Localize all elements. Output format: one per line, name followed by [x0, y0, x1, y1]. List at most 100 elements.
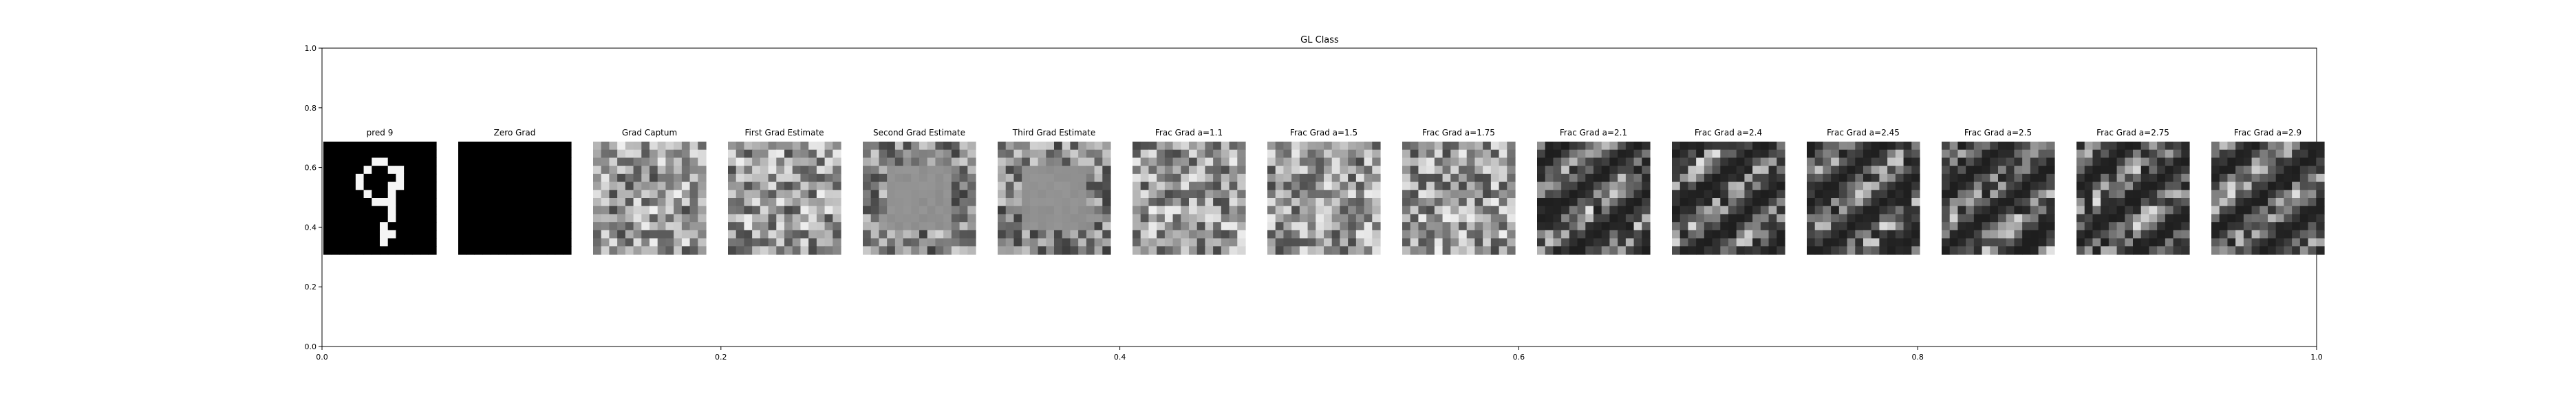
- heatmap-cell: [1348, 190, 1357, 199]
- heatmap-cell: [546, 149, 556, 159]
- heatmap-cell: [1102, 173, 1111, 183]
- heatmap-cell: [816, 142, 826, 151]
- heatmap-cell: [998, 222, 1007, 231]
- heatmap-cell: [1102, 166, 1111, 175]
- heatmap-cell: [1601, 182, 1611, 190]
- heatmap-cell: [1736, 230, 1746, 239]
- heatmap-cell: [506, 214, 515, 223]
- heatmap-cell: [625, 142, 634, 151]
- heatmap-cell: [1537, 142, 1546, 151]
- heatmap-cell: [1777, 198, 1785, 207]
- heatmap-cell: [911, 157, 920, 166]
- heatmap-cell: [2084, 149, 2094, 159]
- heatmap-cell: [1720, 206, 1729, 215]
- heatmap-cell: [1474, 142, 1483, 151]
- heatmap-cell: [530, 206, 539, 215]
- heatmap-cell: [490, 182, 500, 190]
- heatmap-cell: [1618, 238, 1627, 247]
- heatmap-cell: [323, 214, 332, 223]
- heatmap-cell: [1164, 166, 1174, 175]
- heatmap-cell: [927, 190, 936, 199]
- heatmap-cell: [1593, 222, 1602, 231]
- heatmap-cell: [1299, 142, 1309, 151]
- heatmap-cell: [2284, 214, 2293, 223]
- heatmap-cell: [1490, 182, 1500, 190]
- heatmap-cell: [411, 222, 421, 231]
- heatmap-cell: [1316, 222, 1324, 231]
- heatmap-cell: [1355, 142, 1365, 151]
- heatmap-cell: [1164, 173, 1174, 183]
- heatmap-cell: [1459, 142, 1468, 151]
- heatmap-cell: [2316, 214, 2325, 223]
- heatmap-cell: [2316, 206, 2325, 215]
- heatmap-cell: [347, 166, 356, 175]
- heatmap-cell: [1229, 157, 1238, 166]
- heatmap-cell: [2084, 206, 2094, 215]
- heatmap-cell: [1704, 173, 1713, 183]
- heatmap-cell: [1736, 198, 1746, 207]
- heatmap-cell: [919, 198, 928, 207]
- heatmap-cell: [490, 166, 500, 175]
- heatmap-cell: [1189, 238, 1198, 247]
- heatmap-cell: [1887, 142, 1896, 151]
- heatmap-cell: [650, 173, 658, 183]
- heatmap-cell: [808, 198, 817, 207]
- heatmap-cell: [1038, 206, 1046, 215]
- heatmap-cell: [339, 157, 348, 166]
- heatmap-cell: [2292, 166, 2301, 175]
- heatmap-cell: [951, 198, 960, 207]
- heatmap-cell: [768, 142, 777, 151]
- heatmap-cell: [1736, 214, 1746, 223]
- heatmap-cell: [1094, 149, 1103, 159]
- heatmap-cell: [1148, 198, 1157, 207]
- heatmap-cell: [506, 238, 515, 247]
- heatmap-cell: [1172, 166, 1181, 175]
- heatmap-cell: [2165, 166, 2174, 175]
- heatmap-cell: [784, 230, 793, 239]
- heatmap-cell: [959, 190, 968, 199]
- heatmap-cell: [736, 166, 745, 175]
- heatmap-cell: [498, 157, 507, 166]
- heatmap-cell: [816, 173, 826, 183]
- heatmap-cell: [1331, 149, 1341, 159]
- heatmap-cell: [1013, 182, 1022, 190]
- heatmap-cell: [1752, 190, 1761, 199]
- heatmap-cell: [2308, 238, 2317, 247]
- heatmap-cell: [1561, 214, 1570, 223]
- heatmap-cell: [752, 198, 761, 207]
- heatmap-cell: [1949, 190, 1959, 199]
- heatmap-cell: [1046, 173, 1055, 183]
- heatmap-cell: [1507, 149, 1516, 159]
- heatmap-cell: [1029, 206, 1039, 215]
- heatmap-cell: [546, 206, 556, 215]
- heatmap-cell: [1949, 198, 1959, 207]
- heatmap-cell: [1855, 173, 1864, 183]
- heatmap-cell: [474, 157, 483, 166]
- heatmap-cell: [1299, 246, 1309, 255]
- heatmap-cell: [816, 182, 826, 190]
- heatmap-cell: [863, 173, 872, 183]
- heatmap-cell: [1847, 238, 1856, 247]
- heatmap-cell: [2006, 190, 2015, 199]
- heatmap-cell: [1013, 157, 1022, 166]
- heatmap-cell: [563, 157, 572, 166]
- heatmap-cell: [935, 173, 944, 183]
- heatmap-cell: [1507, 198, 1516, 207]
- heatmap-cell: [339, 182, 348, 190]
- heatmap-cell: [951, 238, 960, 247]
- heatmap-cell: [792, 230, 802, 239]
- heatmap-cell: [458, 166, 467, 175]
- heatmap-cell: [1426, 173, 1435, 183]
- heatmap-cell: [833, 190, 841, 199]
- heatmap-cell: [539, 238, 548, 247]
- heatmap-cell: [1490, 142, 1500, 151]
- heatmap-cell: [816, 214, 826, 223]
- heatmap-cell: [2038, 198, 2047, 207]
- heatmap-cell: [2116, 142, 2125, 151]
- heatmap-cell: [1022, 230, 1031, 239]
- heatmap-cell: [347, 157, 356, 166]
- heatmap-cell: [1633, 182, 1642, 190]
- heatmap-cell: [1237, 157, 1246, 166]
- heatmap-cell: [482, 230, 491, 239]
- heatmap-cell: [689, 222, 698, 231]
